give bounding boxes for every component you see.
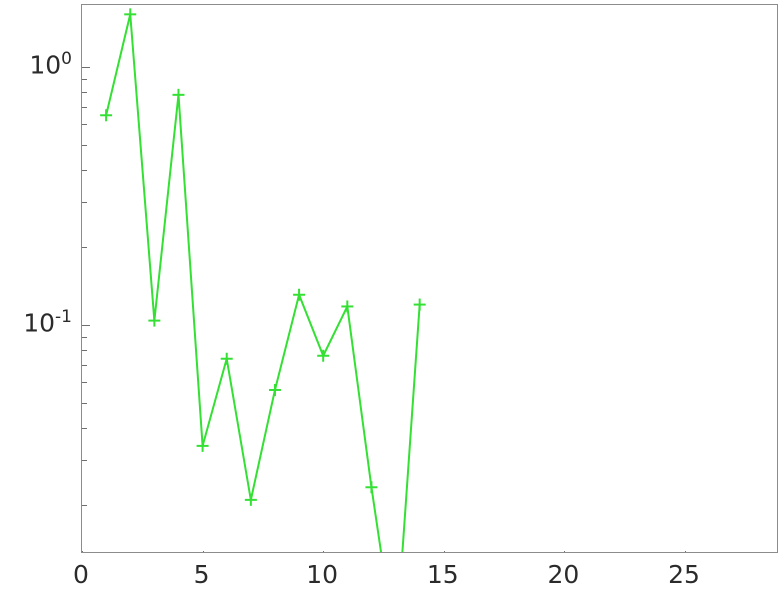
data-point-marker: [293, 288, 306, 301]
y-axis-minor-tick: [82, 144, 87, 146]
x-axis-tick-label: 5: [193, 560, 210, 589]
x-axis-tick: [202, 551, 204, 552]
x-axis-tick: [685, 551, 686, 552]
x-axis-tick: [323, 551, 325, 552]
x-axis-tick-label: 10: [306, 560, 339, 589]
y-axis-minor-tick: [82, 169, 87, 171]
data-point-marker: [317, 349, 330, 362]
x-axis-tick: [564, 551, 566, 552]
y-axis-minor-tick: [82, 402, 87, 404]
y-axis-minor-tick: [82, 364, 87, 366]
data-point-marker: [244, 493, 257, 506]
x-axis-tick-label: 20: [547, 560, 580, 589]
y-axis-major-tick: [82, 325, 90, 326]
y-axis-minor-tick: [82, 106, 87, 108]
x-axis-tick-label: 25: [668, 560, 700, 589]
data-point-marker: [220, 352, 233, 365]
x-axis-tick: [82, 551, 83, 552]
data-point-marker: [172, 88, 185, 101]
data-point-marker: [100, 109, 113, 122]
y-tick-exponent: -1: [55, 307, 72, 327]
y-axis-tick-label: 100: [8, 49, 72, 80]
y-axis-minor-tick: [82, 336, 87, 338]
y-axis-minor-tick: [82, 382, 87, 384]
y-axis-minor-tick: [82, 92, 87, 93]
x-axis-tick: [443, 551, 445, 552]
y-axis-minor-tick: [82, 505, 87, 507]
data-point-marker: [196, 439, 209, 452]
data-point-marker: [413, 298, 426, 311]
y-axis-tick-label: 10-1: [8, 307, 72, 338]
x-axis-tick-label: 15: [426, 560, 459, 589]
y-tick-exponent: 0: [61, 49, 72, 69]
y-axis-minor-tick: [82, 201, 87, 203]
y-axis-minor-tick: [82, 124, 87, 126]
data-point-marker: [268, 383, 281, 396]
data-point-marker: [365, 481, 378, 494]
y-axis-major-tick: [82, 67, 90, 68]
data-point-marker: [341, 300, 354, 313]
y-tick-mantissa: 10: [29, 50, 62, 80]
y-axis-minor-tick: [82, 247, 87, 249]
y-axis-minor-tick: [82, 78, 87, 80]
plot-area: [81, 4, 778, 553]
y-axis-minor-tick: [82, 350, 87, 351]
data-point-marker: [148, 314, 161, 327]
y-tick-mantissa: 10: [23, 308, 56, 338]
data-line-series: [100, 8, 426, 552]
series-line: [105, 13, 421, 552]
x-axis-tick-label: 0: [73, 560, 89, 589]
y-axis-minor-tick: [82, 459, 87, 461]
data-point-marker: [124, 8, 137, 21]
y-axis-minor-tick: [82, 427, 87, 429]
